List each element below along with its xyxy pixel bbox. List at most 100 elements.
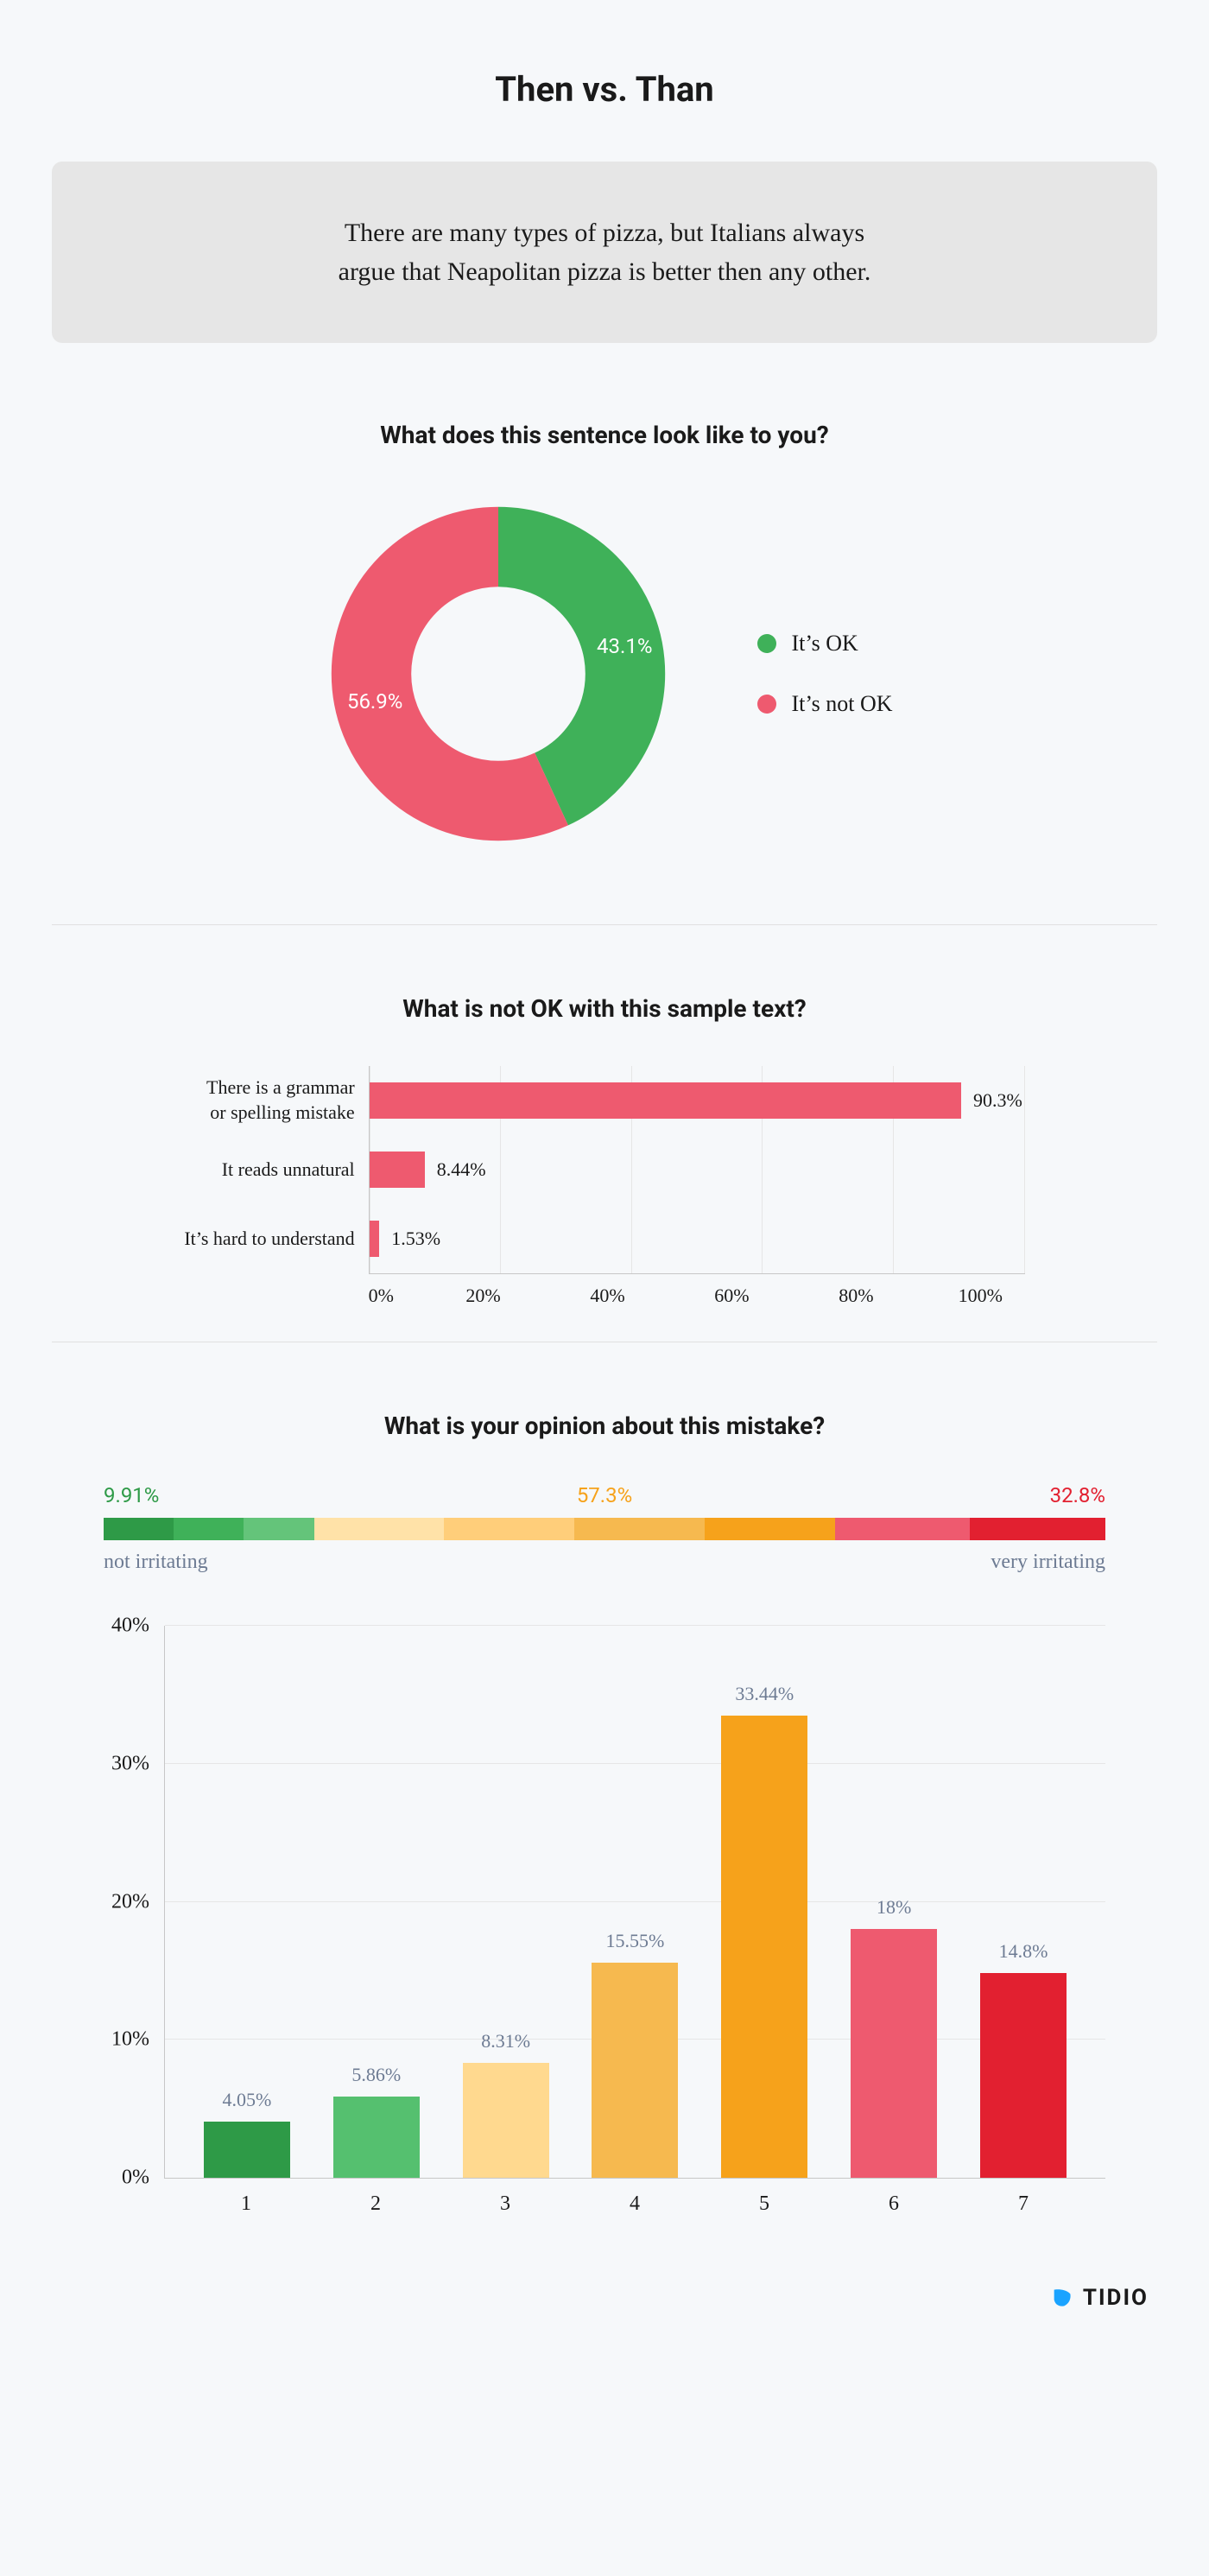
scale-cap-right: very irritating xyxy=(991,1551,1105,1574)
hbar-bar: 90.3% xyxy=(370,1082,961,1119)
hbar-bar: 8.44% xyxy=(370,1152,425,1188)
vbar-column: 15.55% xyxy=(592,1963,678,2178)
legend-dot-ok xyxy=(757,634,776,653)
hbar-xaxis: 0% 20% 40% 60% 80% 100% xyxy=(369,1285,1025,1307)
vbar-ytick: 40% xyxy=(111,1615,149,1638)
hbar-chart: There is a grammaror spelling mistakeIt … xyxy=(52,1066,1157,1307)
hbar-row: 90.3% xyxy=(370,1066,1025,1135)
scale-pct-left: 9.91% xyxy=(104,1483,159,1507)
vbar-section: 0%10%20%30%40% 4.05%5.86%8.31%15.55%33.4… xyxy=(104,1626,1105,2216)
hbar-xtick: 20% xyxy=(465,1285,500,1307)
vbar-bar xyxy=(980,1973,1067,2178)
vbar-xtick: 3 xyxy=(462,2192,548,2216)
page-title: Then vs. Than xyxy=(52,69,1157,110)
hbar-label: It’s hard to understand xyxy=(184,1204,354,1273)
hbar-label: There is a grammaror spelling mistake xyxy=(206,1066,355,1135)
vbar-column: 5.86% xyxy=(333,2097,420,2178)
vbar-bar xyxy=(721,1716,807,2178)
scale-cap-left: not irritating xyxy=(104,1551,208,1574)
vbar-ytick: 30% xyxy=(111,1752,149,1775)
vbar-bar xyxy=(851,1929,937,2178)
hbar-xtick: 100% xyxy=(959,1285,1003,1307)
infographic-container: Then vs. Than There are many types of pi… xyxy=(52,69,1157,2311)
vbar-xaxis: 1 2 3 4 5 6 7 xyxy=(164,2192,1105,2216)
legend-text-not-ok: It’s not OK xyxy=(792,691,893,717)
scale-section: 9.91% 57.3% 32.8% not irritating very ir… xyxy=(104,1483,1105,1574)
donut-label-not-ok: 56.9% xyxy=(347,689,402,714)
scale-bar xyxy=(104,1518,1105,1540)
vbar-xtick: 7 xyxy=(980,2192,1067,2216)
donut-legend: It’s OK It’s not OK xyxy=(757,631,893,717)
vbar-column: 14.8% xyxy=(980,1973,1067,2178)
vbar-value: 18% xyxy=(877,1896,911,1919)
scale-pct-mid: 57.3% xyxy=(577,1483,632,1507)
vbar-ytick: 20% xyxy=(111,1890,149,1913)
donut-chart: 43.1% 56.9% xyxy=(317,492,680,855)
vbar-column: 8.31% xyxy=(463,2063,549,2178)
vbar-ytick: 10% xyxy=(111,2028,149,2052)
footer: TIDIO xyxy=(52,2285,1157,2311)
legend-item-ok: It’s OK xyxy=(757,631,893,657)
hbar-xtick: 0% xyxy=(369,1285,394,1307)
scale-percents: 9.91% 57.3% 32.8% xyxy=(104,1483,1105,1507)
scale-segment xyxy=(970,1518,1105,1540)
donut-title: What does this sentence look like to you… xyxy=(52,421,1157,449)
scale-captions: not irritating very irritating xyxy=(104,1551,1105,1574)
scale-segment xyxy=(705,1518,835,1540)
scale-segment xyxy=(104,1518,174,1540)
vbar-ytick: 0% xyxy=(122,2167,149,2190)
vbar-xtick: 6 xyxy=(851,2192,937,2216)
vbar-bar xyxy=(463,2063,549,2178)
scale-segment xyxy=(835,1518,971,1540)
hbar-xtick: 40% xyxy=(590,1285,624,1307)
donut-section: 43.1% 56.9% It’s OK It’s not OK xyxy=(52,492,1157,855)
vbar-column: 33.44% xyxy=(721,1716,807,2178)
hbar-bar: 1.53% xyxy=(370,1221,380,1257)
vbar-value: 15.55% xyxy=(606,1930,665,1952)
vbar-column: 18% xyxy=(851,1929,937,2178)
vbar-xtick: 2 xyxy=(332,2192,419,2216)
scale-segment xyxy=(244,1518,313,1540)
hbar-title: What is not OK with this sample text? xyxy=(52,994,1157,1023)
hbar-value: 90.3% xyxy=(973,1089,1022,1112)
vbar-value: 5.86% xyxy=(351,2064,401,2086)
vbar-value: 14.8% xyxy=(999,1940,1048,1963)
vbar-value: 33.44% xyxy=(735,1683,794,1705)
vbar-bar xyxy=(333,2097,420,2178)
brand-icon xyxy=(1050,2286,1074,2310)
brand-text: TIDIO xyxy=(1083,2285,1149,2311)
scale-segment xyxy=(444,1518,574,1540)
hbar-plot: 90.3% 8.44% 1.53% xyxy=(369,1066,1025,1274)
legend-item-not-ok: It’s not OK xyxy=(757,691,893,717)
scale-segment xyxy=(314,1518,445,1540)
hbar-label: It reads unnatural xyxy=(222,1135,355,1204)
vbar-bars: 4.05% 5.86% 8.31% 15.55% 33.44% 18% 14.8% xyxy=(165,1626,1105,2178)
vbar-xtick: 4 xyxy=(592,2192,678,2216)
vbar-bar xyxy=(592,1963,678,2178)
vbar-value: 8.31% xyxy=(481,2030,530,2053)
vbar-value: 4.05% xyxy=(223,2089,272,2111)
hbar-row: 1.53% xyxy=(370,1204,1025,1273)
legend-text-ok: It’s OK xyxy=(792,631,858,657)
donut-label-ok: 43.1% xyxy=(597,634,652,658)
hbar-value: 1.53% xyxy=(391,1228,440,1250)
hbar-row: 8.44% xyxy=(370,1135,1025,1204)
hbar-value: 8.44% xyxy=(437,1158,486,1181)
quote-box: There are many types of pizza, but Itali… xyxy=(52,162,1157,343)
quote-line-2: argue that Neapolitan pizza is better th… xyxy=(121,252,1088,291)
divider-1 xyxy=(52,924,1157,925)
vbar-plot: 0%10%20%30%40% 4.05%5.86%8.31%15.55%33.4… xyxy=(164,1626,1105,2179)
hbar-xtick: 60% xyxy=(714,1285,749,1307)
scale-segment xyxy=(574,1518,705,1540)
hbar-labels: There is a grammaror spelling mistakeIt … xyxy=(184,1066,368,1307)
vbar-xtick: 1 xyxy=(203,2192,289,2216)
quote-line-1: There are many types of pizza, but Itali… xyxy=(121,213,1088,252)
legend-dot-not-ok xyxy=(757,695,776,714)
vbar-column: 4.05% xyxy=(204,2122,290,2178)
scale-segment xyxy=(174,1518,244,1540)
vbar-bar xyxy=(204,2122,290,2178)
hbar-xtick: 80% xyxy=(839,1285,873,1307)
vbar-xtick: 5 xyxy=(721,2192,807,2216)
opinion-title: What is your opinion about this mistake? xyxy=(52,1412,1157,1440)
scale-pct-right: 32.8% xyxy=(1050,1483,1105,1507)
